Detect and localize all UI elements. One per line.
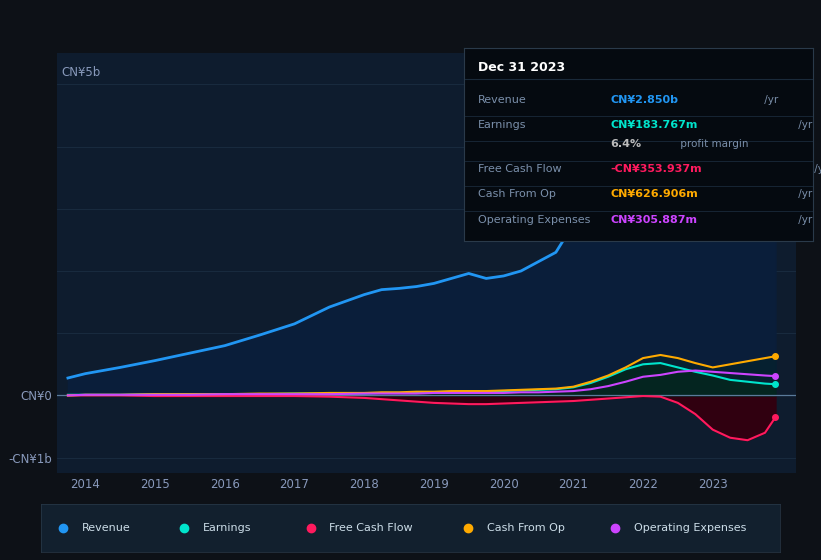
Text: Operating Expenses: Operating Expenses <box>478 214 590 225</box>
Text: CN¥626.906m: CN¥626.906m <box>610 189 698 199</box>
Text: Cash From Op: Cash From Op <box>478 189 556 199</box>
Text: CN¥305.887m: CN¥305.887m <box>610 214 697 225</box>
Text: 6.4%: 6.4% <box>610 139 641 149</box>
Text: Cash From Op: Cash From Op <box>487 523 565 533</box>
Text: Revenue: Revenue <box>82 523 131 533</box>
Text: CN¥5b: CN¥5b <box>62 66 100 80</box>
Text: Revenue: Revenue <box>478 95 526 105</box>
Text: /yr: /yr <box>795 214 812 225</box>
Text: /yr: /yr <box>761 95 778 105</box>
Text: CN¥2.850b: CN¥2.850b <box>610 95 678 105</box>
Text: Operating Expenses: Operating Expenses <box>634 523 746 533</box>
Text: CN¥183.767m: CN¥183.767m <box>610 120 698 130</box>
Text: /yr: /yr <box>795 120 812 130</box>
Text: /yr: /yr <box>795 189 812 199</box>
Text: /yr: /yr <box>811 164 821 174</box>
Text: Earnings: Earnings <box>478 120 526 130</box>
Text: Dec 31 2023: Dec 31 2023 <box>478 61 565 74</box>
Text: profit margin: profit margin <box>677 139 749 149</box>
Text: Free Cash Flow: Free Cash Flow <box>478 164 562 174</box>
Text: -CN¥353.937m: -CN¥353.937m <box>610 164 702 174</box>
Text: Free Cash Flow: Free Cash Flow <box>329 523 413 533</box>
Text: Earnings: Earnings <box>203 523 251 533</box>
